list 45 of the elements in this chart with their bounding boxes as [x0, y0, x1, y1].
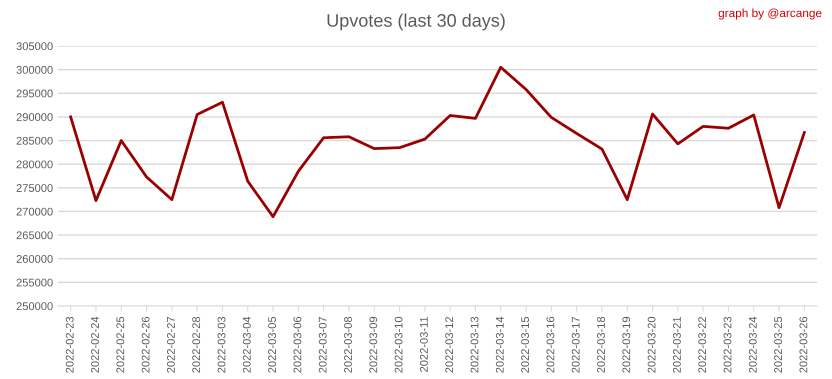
x-tick-label: 2022-03-14: [496, 316, 504, 373]
x-tick-label: 2022-03-21: [672, 316, 681, 373]
y-tick-label: 275000: [16, 184, 53, 192]
x-tick-label: 2022-03-05: [268, 316, 276, 373]
x-tick-label: 2022-03-19: [622, 316, 630, 373]
x-tick-label: 2022-03-03: [218, 316, 226, 373]
x-tick-label: 2022-03-10: [394, 316, 403, 373]
x-tick-label: 2022-02-27: [166, 316, 175, 373]
y-tick-label: 250000: [16, 302, 53, 310]
x-tick-label: 2022-03-07: [318, 316, 327, 373]
x-tick-label: 2022-03-16: [546, 316, 554, 373]
x-tick-label: 2022-03-23: [724, 316, 732, 373]
x-tick-label: 2022-03-04: [242, 316, 251, 373]
x-tick-label: 2022-03-18: [597, 316, 605, 373]
x-tick-label: 2022-03-22: [698, 316, 706, 373]
x-tick-label: 2022-03-26: [799, 316, 808, 373]
x-tick-label: 2022-03-09: [369, 316, 378, 373]
y-tick-label: 255000: [16, 278, 53, 286]
y-tick-label: 270000: [16, 208, 53, 216]
x-tick-label: 2022-03-13: [470, 316, 478, 373]
y-tick-label: 300000: [16, 66, 53, 74]
y-tick-label: 285000: [16, 136, 53, 145]
y-tick-label: 280000: [16, 160, 53, 168]
y-tick-label: 290000: [16, 113, 53, 122]
text: graph by @arcange: [718, 8, 822, 20]
x-tick-label: 2022-02-24: [91, 316, 99, 373]
x-tick-label: 2022-02-28: [192, 316, 200, 373]
x-tick-label: 2022-03-06: [293, 316, 302, 373]
x-tick-label: 2022-02-23: [66, 316, 74, 373]
x-tick-label: 2022-02-25: [116, 316, 124, 373]
x-tick-label: 2022-03-08: [344, 316, 352, 373]
y-tick-label: 305000: [16, 42, 53, 50]
x-tick-label: 2022-03-17: [572, 316, 580, 373]
x-tick-label: 2022-03-20: [648, 316, 656, 373]
x-tick-label: 2022-03-25: [774, 316, 782, 373]
y-tick-label: 295000: [16, 90, 53, 98]
x-tick-label: 2022-03-15: [521, 316, 530, 373]
line-series: [69, 66, 806, 218]
x-tick-label: 2022-03-24: [748, 316, 757, 373]
x-tick-label: 2022-02-26: [142, 316, 150, 373]
y-tick-label: 265000: [16, 231, 53, 240]
x-tick-label: 2022-03-11: [420, 316, 428, 372]
y-tick-label: 260000: [16, 254, 53, 263]
x-tick-label: 2022-03-12: [445, 316, 454, 373]
chart-title: Upvotes (last 30 days): [328, 14, 505, 30]
